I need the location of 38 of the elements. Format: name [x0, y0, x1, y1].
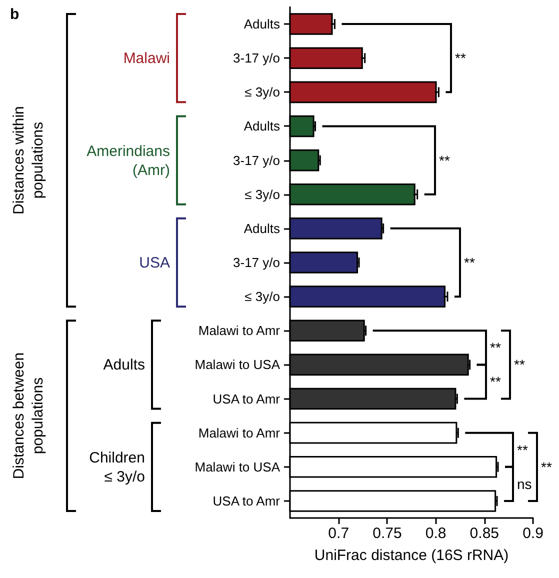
y-tick-label: ≤ 3y/o [244, 186, 280, 202]
x-tick-label: 0.9 [522, 525, 544, 542]
text: Distances within populations [10, 106, 46, 214]
y-tick-label: 3-17 y/o [233, 152, 280, 168]
y-tick-label: Malawi to Amr [198, 323, 281, 338]
annotation: ** [490, 374, 502, 390]
text: b [10, 6, 20, 23]
y-tick-label: ≤ 3y/o [244, 84, 280, 100]
y-tick-label: 3-17 y/o [233, 255, 280, 270]
text: Amerindians (Amr) [86, 142, 170, 178]
y-tick-label: Malawi to Amr [198, 425, 281, 440]
text: USA [139, 254, 170, 271]
x-tick-label: 0.8 [425, 525, 446, 542]
text: Adults [103, 356, 145, 374]
annotation: ** [490, 340, 502, 356]
text: ** [541, 458, 552, 475]
y-tick-label: USA to Amr [212, 391, 281, 406]
x-axis-title: UniFrac distance (16S rRNA) [314, 547, 509, 564]
x-tick-label: 0.7 [328, 525, 350, 542]
y-tick-label: Adults [244, 118, 280, 134]
annotation: ** [455, 50, 466, 66]
annotation: ** [439, 152, 450, 168]
y-tick-label: USA to Amr [212, 493, 281, 508]
text: Malawi [123, 50, 170, 67]
y-tick-label: 3-17 y/o [233, 50, 280, 66]
y-tick-label: Malawi to USA [194, 357, 280, 372]
annotation: ** [464, 254, 476, 270]
text: Children ≤ 3y/o [89, 448, 145, 485]
y-tick-label: Adults [244, 220, 280, 236]
x-tick-label: 0.75 [372, 525, 402, 542]
y-tick-label: Adults [244, 16, 280, 32]
text: Distances between populations [10, 352, 46, 480]
annotation: ** [514, 356, 526, 373]
annotation: ns [517, 476, 532, 492]
y-tick-label: ≤ 3y/o [244, 289, 280, 304]
y-tick-label: Malawi to USA [194, 459, 280, 474]
annotation: ** [517, 442, 528, 458]
x-tick-label: 0.85 [470, 525, 499, 542]
